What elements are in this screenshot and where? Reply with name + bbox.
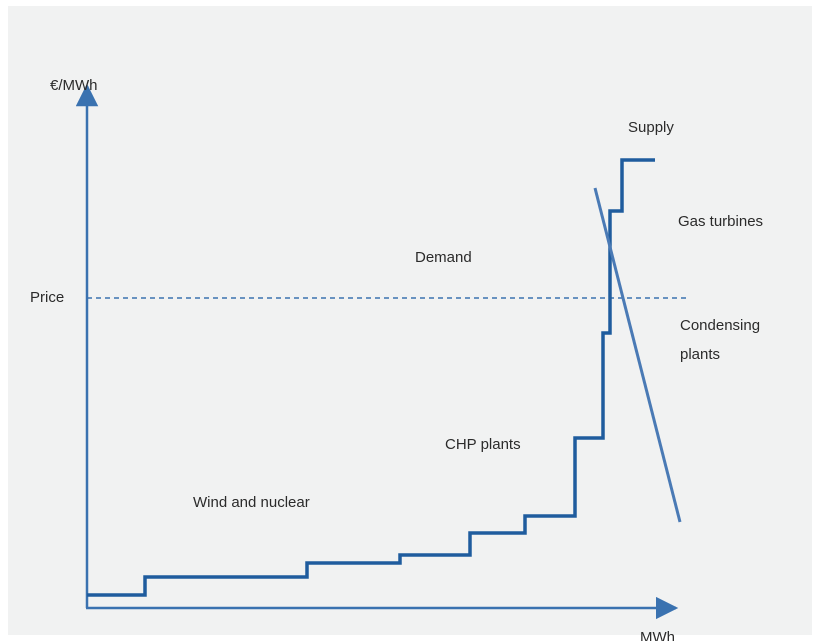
condensing-label: plants	[680, 346, 720, 363]
price-label: Price	[30, 289, 64, 306]
gas-turbines-label: Gas turbines	[678, 213, 763, 230]
chp-label: CHP plants	[445, 436, 521, 453]
supply-label: Supply	[628, 119, 674, 136]
wind-nuclear-label: Wind and nuclear	[193, 494, 310, 511]
condensing-label: Condensing	[680, 317, 760, 334]
y-axis-label: €/MWh	[50, 77, 98, 94]
demand-curve	[593, 187, 682, 523]
demand-label: Demand	[415, 249, 472, 266]
x-axis-label: MWh	[640, 629, 675, 641]
supply-curve	[87, 158, 655, 597]
background	[8, 6, 812, 635]
